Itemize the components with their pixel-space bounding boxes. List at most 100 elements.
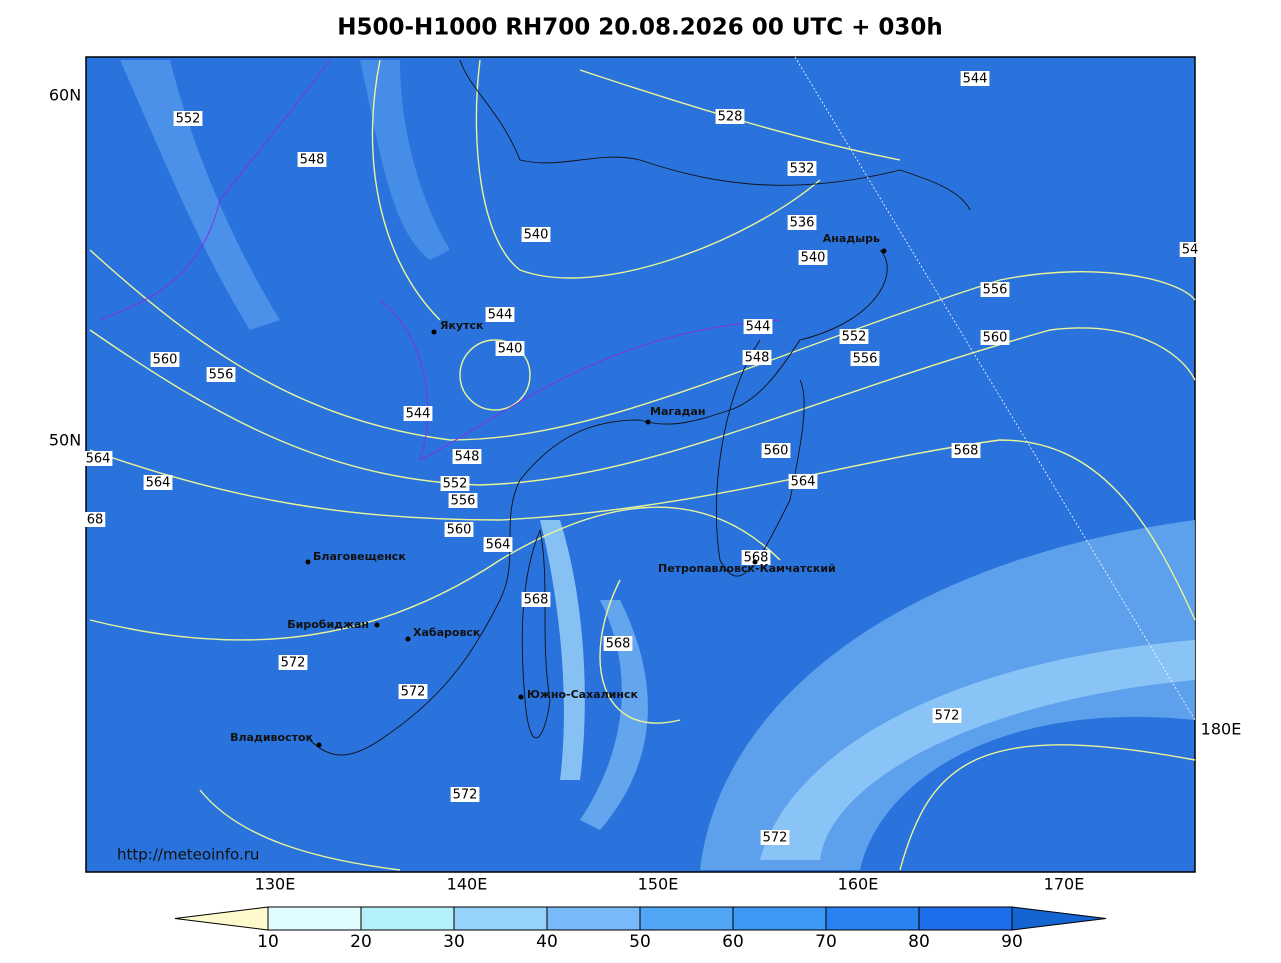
contour-label: 572 — [398, 684, 428, 700]
label-box — [483, 537, 513, 552]
label-box — [297, 152, 327, 167]
city-dot — [405, 636, 411, 642]
label-box — [787, 161, 817, 176]
contour-label-text: 568 — [954, 444, 979, 459]
colorbar-box — [360, 906, 455, 931]
contour-label-text: 556 — [209, 368, 234, 383]
contour-label-text: 560 — [983, 331, 1008, 346]
colorbar-box — [918, 906, 1013, 931]
contour-label-text: 540 — [801, 251, 826, 266]
contour-label: 68 — [84, 512, 106, 528]
contour-label-text: 564 — [86, 452, 111, 467]
label-box — [83, 451, 113, 466]
city-dot — [305, 559, 311, 565]
contour-label: 564 — [483, 537, 513, 553]
contour-label-text: 528 — [718, 110, 743, 125]
contour-label: 548 — [297, 152, 327, 168]
contour-label-text: 544 — [488, 308, 513, 323]
lon-label: 130E — [255, 875, 296, 894]
contour-label: 544 — [403, 406, 433, 422]
contour-label: 552 — [839, 329, 869, 345]
city-name: Биробиджан — [287, 618, 369, 631]
contour-label: 540 — [521, 227, 551, 243]
contour-label: 572 — [932, 708, 962, 724]
label-box — [743, 319, 773, 334]
contour-label-text: 572 — [453, 788, 478, 803]
contour-label: 560 — [444, 522, 474, 538]
label-box — [444, 522, 474, 537]
contour-label: 568 — [603, 636, 633, 652]
contour-label: 544 — [743, 319, 773, 335]
contour-label-text: 564 — [146, 476, 171, 491]
colorbar-box — [639, 906, 734, 931]
city-dot — [645, 419, 651, 425]
label-box — [143, 475, 173, 490]
city-dot — [752, 559, 758, 565]
contour-label: 572 — [278, 655, 308, 671]
colorbar-tick: 20 — [350, 932, 372, 952]
contour-label: 556 — [980, 282, 1010, 298]
lon-label: 170E — [1044, 875, 1085, 894]
colorbar-arrow-low — [174, 906, 269, 931]
city-name: Хабаровск — [413, 626, 481, 639]
label-box — [951, 443, 981, 458]
lon-label: 150E — [638, 875, 679, 894]
contour-label-text: 536 — [790, 216, 815, 231]
contour-label-text: 548 — [455, 450, 480, 465]
contour-label-text: 548 — [300, 153, 325, 168]
city-name: Магадан — [650, 405, 705, 418]
contour-label: 564 — [83, 451, 113, 467]
contour-label-text: 54 — [1182, 243, 1199, 258]
contour-label: 560 — [150, 352, 180, 368]
contour-label-text: 556 — [853, 352, 878, 367]
contour-label-text: 544 — [406, 407, 431, 422]
label-box — [715, 109, 745, 124]
label-box — [980, 282, 1010, 297]
label-box — [398, 684, 428, 699]
contour-label-text: 552 — [443, 477, 468, 492]
city-name: Южно-Сахалинск — [527, 688, 638, 701]
label-box — [521, 592, 551, 607]
contour-label: 556 — [850, 351, 880, 367]
city-dot — [518, 694, 524, 700]
colorbar-tick: 70 — [815, 932, 837, 952]
label-box — [278, 655, 308, 670]
city-dot — [374, 622, 380, 628]
contour-label-text: 564 — [791, 475, 816, 490]
label-box — [1179, 242, 1201, 257]
contour-label: 548 — [742, 350, 772, 366]
label-box — [206, 367, 236, 382]
label-box — [932, 708, 962, 723]
lat-label: 60N — [49, 86, 81, 105]
city-name: Благовещенск — [313, 550, 406, 563]
lon-label: 160E — [838, 875, 879, 894]
label-box — [850, 351, 880, 366]
colorbar-box — [825, 906, 920, 931]
contour-label: 540 — [495, 341, 525, 357]
label-box — [403, 406, 433, 421]
label-box — [741, 550, 771, 565]
contour-label-text: 560 — [447, 523, 472, 538]
label-box — [760, 830, 790, 845]
contour-label-text: 548 — [745, 351, 770, 366]
city-name: Владивосток — [230, 731, 313, 744]
contour-label: 552 — [440, 476, 470, 492]
contour-label-text: 564 — [486, 538, 511, 553]
contour-label-text: 532 — [790, 162, 815, 177]
contour-label-text: 572 — [935, 709, 960, 724]
colorbar-tick: 30 — [443, 932, 465, 952]
contour-label: 540 — [798, 250, 828, 266]
contour-label-text: 572 — [763, 831, 788, 846]
label-box — [960, 71, 990, 86]
contour-label: 564 — [788, 474, 818, 490]
contour-label: 568 — [741, 550, 771, 566]
contour-label-text: 572 — [401, 685, 426, 700]
colorbar-box — [732, 906, 827, 931]
contour-label-text: 552 — [176, 112, 201, 127]
colorbar-tick: 80 — [908, 932, 930, 952]
contour-label: 548 — [452, 449, 482, 465]
city-dot — [316, 742, 322, 748]
contour-label: 528 — [715, 109, 745, 125]
city-name: Петропавловск-Камчатский — [658, 562, 836, 575]
